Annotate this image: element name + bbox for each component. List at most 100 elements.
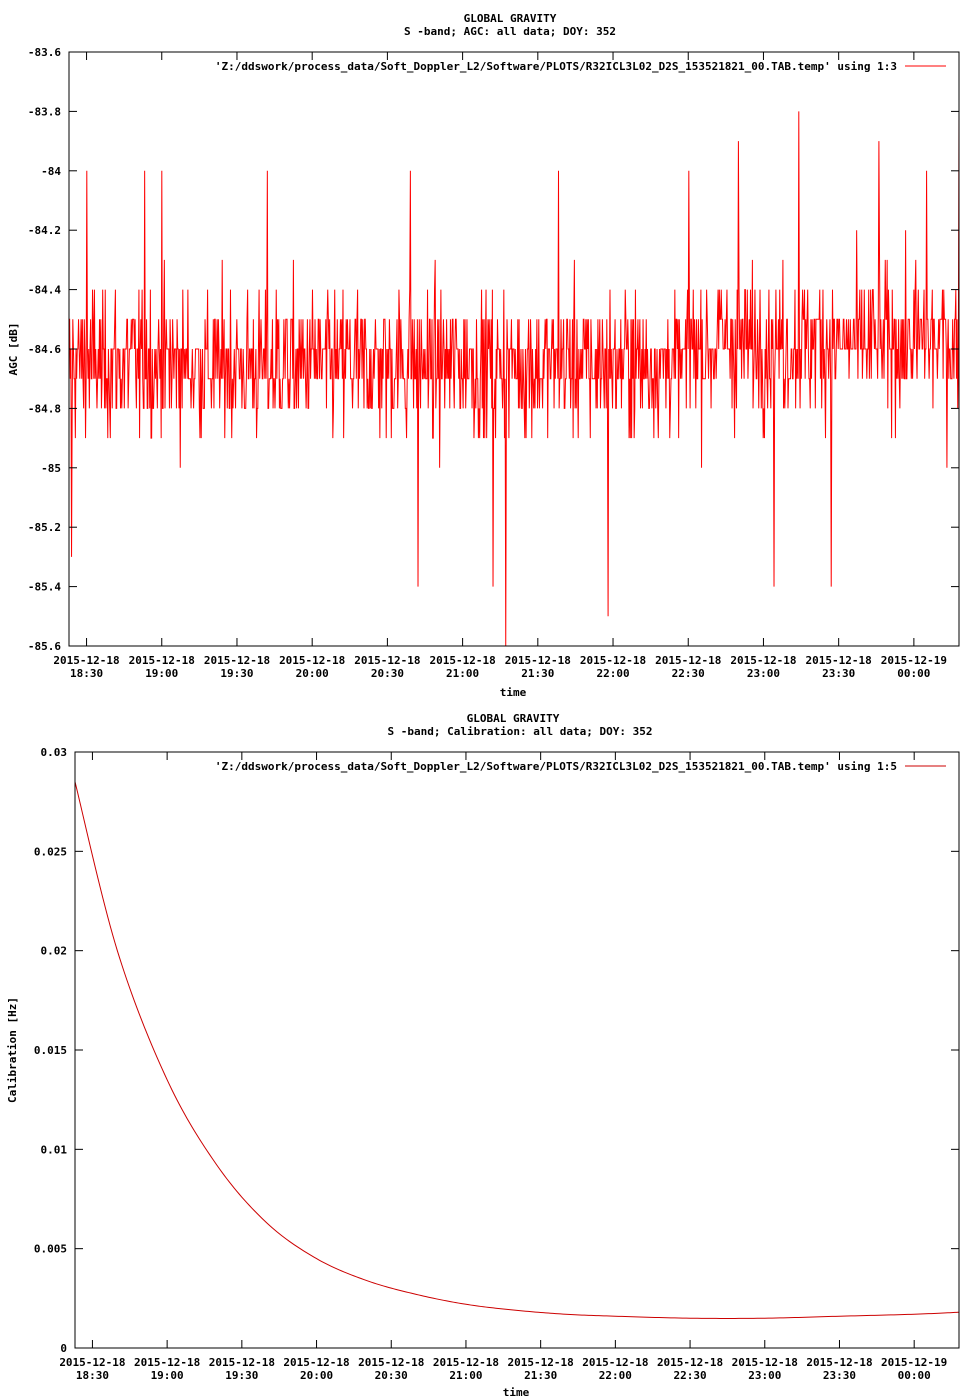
chart2-x-tick-time: 22:00 <box>599 1369 632 1382</box>
chart1-y-tick: -85.6 <box>28 640 959 653</box>
chart2-x-tick-time: 00:00 <box>898 1369 931 1382</box>
chart2-x-tick: 2015-12-1821:00 <box>433 752 499 1382</box>
chart2-x-tick-time: 19:00 <box>151 1369 184 1382</box>
chart1-y-tick-label: -83.8 <box>28 105 61 118</box>
chart2-y-axis: 0.03 0.025 0.02 0.015 0.01 0.005 0 <box>34 746 959 1355</box>
chart2-x-tick-time: 19:30 <box>225 1369 258 1382</box>
chart1-x-tick-date: 2015-12-18 <box>279 654 345 667</box>
chart2-x-tick-date: 2015-12-18 <box>508 1356 574 1369</box>
chart1-y-tick: -84.4 <box>28 284 959 297</box>
agc-chart: GLOBAL GRAVITY S -band; AGC: all data; D… <box>7 12 960 699</box>
chart1-y-tick-label: -83.6 <box>28 46 61 59</box>
chart2-x-tick-time: 20:00 <box>300 1369 333 1382</box>
chart2-y-tick-label: 0 <box>60 1342 67 1355</box>
chart1-x-tick-time: 22:30 <box>672 667 705 680</box>
chart1-subtitle: S -band; AGC: all data; DOY: 352 <box>404 25 616 38</box>
chart1-y-tick-label: -84 <box>41 165 61 178</box>
chart1-x-tick-date: 2015-12-19 <box>881 654 947 667</box>
chart1-legend: 'Z:/ddswork/process_data/Soft_Doppler_L2… <box>215 60 946 73</box>
chart2-y-tick: 0 <box>60 1342 959 1355</box>
chart1-x-tick-time: 00:00 <box>897 667 930 680</box>
chart2-x-tick-time: 23:30 <box>823 1369 856 1382</box>
chart2-y-tick-label: 0.01 <box>41 1143 68 1156</box>
chart1-y-tick: -84 <box>41 165 959 178</box>
chart1-x-tick: 2015-12-1821:00 <box>429 52 496 680</box>
chart2-x-tick-date: 2015-12-18 <box>433 1356 499 1369</box>
chart2-x-tick-time: 20:30 <box>375 1369 408 1382</box>
chart2-x-tick-date: 2015-12-18 <box>134 1356 200 1369</box>
chart2-x-tick-time: 21:00 <box>449 1369 482 1382</box>
chart2-x-tick-date: 2015-12-18 <box>657 1356 723 1369</box>
chart1-x-tick-time: 23:00 <box>747 667 780 680</box>
chart1-x-tick-date: 2015-12-18 <box>429 654 495 667</box>
chart1-title: GLOBAL GRAVITY <box>464 12 557 25</box>
chart1-y-tick-label: -85.4 <box>28 581 61 594</box>
chart2-subtitle: S -band; Calibration: all data; DOY: 352 <box>388 725 653 738</box>
chart1-x-tick-time: 21:00 <box>446 667 479 680</box>
chart1-y-tick: -83.8 <box>28 105 959 118</box>
chart2-legend-label: 'Z:/ddswork/process_data/Soft_Doppler_L2… <box>215 760 897 773</box>
chart2-x-tick-date: 2015-12-18 <box>283 1356 349 1369</box>
chart1-legend-label: 'Z:/ddswork/process_data/Soft_Doppler_L2… <box>215 60 897 73</box>
chart1-y-tick-label: -85.6 <box>28 640 61 653</box>
chart1-x-tick-date: 2015-12-18 <box>806 654 872 667</box>
chart2-y-tick: 0.03 <box>41 746 959 759</box>
chart2-legend: 'Z:/ddswork/process_data/Soft_Doppler_L2… <box>215 760 946 773</box>
chart1-x-tick: 2015-12-1821:30 <box>505 52 571 680</box>
chart2-x-tick-time: 21:30 <box>524 1369 557 1382</box>
chart2-x-tick-time: 22:30 <box>674 1369 707 1382</box>
chart2-x-tick-date: 2015-12-18 <box>59 1356 125 1369</box>
chart1-y-axis-label: AGC [dB] <box>7 323 20 376</box>
chart2-x-tick-time: 23:00 <box>748 1369 781 1382</box>
chart1-y-tick-label: -85 <box>41 462 61 475</box>
chart2-x-axis: 2015-12-1818:302015-12-1819:002015-12-18… <box>59 752 947 1382</box>
chart1-x-tick-time: 18:30 <box>70 667 103 680</box>
chart2-y-tick: 0.005 <box>34 1243 959 1256</box>
chart2-y-tick: 0.02 <box>41 945 959 958</box>
chart2-y-axis-label: Calibration [Hz] <box>6 997 19 1103</box>
chart1-y-tick-label: -84.8 <box>28 402 61 415</box>
chart2-series-line <box>74 781 960 1319</box>
chart2-y-tick: 0.01 <box>41 1143 959 1156</box>
chart2-title: GLOBAL GRAVITY <box>467 712 560 725</box>
chart1-x-tick-time: 19:00 <box>145 667 178 680</box>
chart1-y-axis: -83.6 -83.8 -84 -84.2 -84.4 -84.6 -84.8 -85 -85.… <box>28 46 959 653</box>
chart1-y-tick-label: -84.4 <box>28 284 61 297</box>
chart2-x-tick-date: 2015-12-18 <box>806 1356 872 1369</box>
chart2-y-tick-label: 0.03 <box>41 746 68 759</box>
chart2-x-tick-date: 2015-12-18 <box>582 1356 648 1369</box>
chart1-x-axis: 2015-12-1818:302015-12-1819:002015-12-18… <box>53 52 947 680</box>
chart1-x-tick-time: 19:30 <box>220 667 253 680</box>
chart1-x-tick-date: 2015-12-18 <box>580 654 646 667</box>
chart2-x-axis-label: time <box>503 1386 530 1399</box>
chart2-y-tick-label: 0.02 <box>41 945 68 958</box>
chart1-y-tick: -85.4 <box>28 581 959 594</box>
chart1-x-tick-time: 20:00 <box>296 667 329 680</box>
chart2-x-tick-date: 2015-12-18 <box>358 1356 424 1369</box>
chart2-y-tick: 0.025 <box>34 845 959 858</box>
chart1-x-tick-time: 21:30 <box>521 667 554 680</box>
chart1-x-tick-date: 2015-12-18 <box>354 654 420 667</box>
chart2-y-tick-label: 0.015 <box>34 1044 67 1057</box>
chart2-x-tick-date: 2015-12-19 <box>881 1356 947 1369</box>
chart1-x-tick-time: 20:30 <box>371 667 404 680</box>
